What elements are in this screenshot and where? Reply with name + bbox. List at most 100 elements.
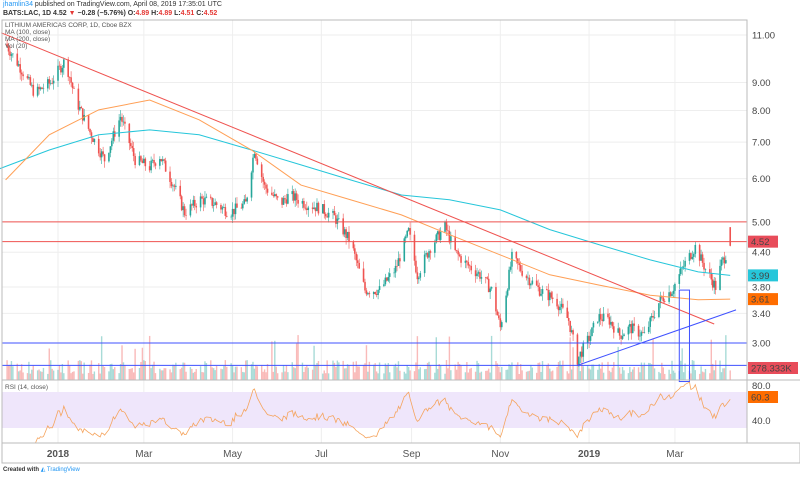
candle-body bbox=[566, 307, 569, 318]
volume-bar bbox=[314, 365, 317, 380]
legend-ma200: MA (200, close) bbox=[5, 36, 50, 43]
volume-bar bbox=[134, 348, 136, 380]
last-price: 4.52 bbox=[53, 10, 67, 17]
volume-bar bbox=[723, 368, 726, 380]
volume-bar bbox=[293, 367, 295, 380]
candle-body bbox=[460, 256, 462, 263]
volume-bar bbox=[541, 361, 544, 380]
candle-body bbox=[618, 328, 621, 336]
volume-bar bbox=[230, 363, 232, 380]
volume-bar bbox=[175, 362, 177, 380]
candle-body bbox=[546, 289, 548, 291]
candle-body bbox=[711, 279, 714, 288]
volume-bar bbox=[652, 338, 654, 380]
candle-body bbox=[275, 194, 278, 197]
candle-body bbox=[345, 229, 347, 238]
volume-bar bbox=[285, 365, 288, 380]
volume-bar bbox=[508, 364, 510, 380]
brand-link[interactable]: TradingView bbox=[46, 467, 80, 473]
candle-body bbox=[704, 269, 707, 270]
candle-body bbox=[454, 236, 457, 251]
candle-body bbox=[112, 131, 115, 141]
volume-bar bbox=[192, 372, 195, 380]
volume-bar bbox=[199, 366, 202, 380]
candle-body bbox=[434, 242, 436, 253]
volume-bar bbox=[277, 373, 279, 380]
candle-body bbox=[698, 244, 701, 261]
candle-body bbox=[327, 212, 330, 218]
candle-body bbox=[273, 194, 276, 196]
candle-body bbox=[148, 166, 151, 171]
candle-body bbox=[262, 176, 264, 182]
candle-body bbox=[214, 202, 216, 206]
candle-body bbox=[499, 318, 502, 328]
candle-body bbox=[348, 231, 350, 242]
candle-body bbox=[722, 257, 724, 260]
volume-bar bbox=[191, 368, 193, 380]
volume-bar bbox=[243, 372, 245, 380]
candle-body bbox=[608, 317, 611, 325]
time-axis[interactable] bbox=[1, 442, 800, 464]
candle-body bbox=[271, 192, 273, 195]
volume-bar bbox=[284, 371, 286, 380]
candle-body bbox=[287, 194, 289, 204]
volume-bar bbox=[489, 372, 491, 380]
candle-body bbox=[495, 287, 497, 312]
author-link[interactable]: jhamlin34 bbox=[3, 1, 33, 8]
volume-bar bbox=[154, 373, 157, 380]
candle-body bbox=[336, 218, 339, 224]
volume-bar bbox=[570, 369, 573, 380]
volume-bar bbox=[568, 373, 570, 380]
volume-bar bbox=[162, 370, 164, 380]
candle-body bbox=[682, 266, 685, 268]
ohlc-line: BATS:LAC, 1D 4.52 ▼ −0.28 (−5.76%) O:4.8… bbox=[3, 10, 217, 17]
volume-bar bbox=[150, 368, 152, 380]
candle-body bbox=[519, 265, 522, 271]
candle-body bbox=[204, 197, 206, 205]
candle-body bbox=[439, 231, 442, 240]
candle-body bbox=[364, 281, 366, 291]
candle-body bbox=[57, 65, 59, 81]
volume-bar bbox=[50, 360, 52, 380]
candle-body bbox=[215, 202, 218, 205]
candle-body bbox=[48, 79, 51, 84]
volume-bar bbox=[506, 369, 509, 380]
volume-bar bbox=[103, 367, 106, 380]
candle-body bbox=[468, 265, 471, 267]
volume-bar bbox=[111, 363, 113, 380]
y-tick-label: 4.40 bbox=[752, 248, 771, 259]
candle-body bbox=[674, 283, 676, 291]
legend-rsi: RSI (14, close) bbox=[5, 384, 48, 391]
volume-bar bbox=[291, 362, 293, 380]
volume-bar bbox=[211, 367, 213, 380]
candle-body bbox=[572, 330, 574, 335]
x-tick-label: May bbox=[223, 449, 242, 460]
volume-bar bbox=[266, 364, 269, 380]
candle-body bbox=[236, 203, 238, 208]
volume-bar bbox=[121, 345, 123, 380]
volume-bar bbox=[566, 371, 568, 380]
volume-bar bbox=[426, 362, 429, 380]
candle-body bbox=[191, 204, 193, 206]
candle-body bbox=[617, 328, 619, 333]
volume-bar bbox=[130, 368, 132, 380]
candle-body bbox=[202, 198, 205, 205]
candle-body bbox=[10, 54, 13, 56]
volume-bar bbox=[377, 373, 379, 380]
volume-bar bbox=[98, 363, 100, 380]
volume-bar bbox=[444, 373, 446, 380]
candle-body bbox=[173, 185, 176, 187]
candle-body bbox=[16, 53, 19, 66]
volume-bar bbox=[549, 368, 551, 380]
volume-bar bbox=[387, 363, 389, 380]
candle-body bbox=[81, 108, 84, 121]
candle-body bbox=[582, 343, 585, 357]
candle-body bbox=[559, 306, 561, 311]
close-label: C: bbox=[196, 10, 204, 17]
candle-body bbox=[642, 332, 644, 333]
candle-body bbox=[103, 154, 106, 162]
volume-bar bbox=[437, 368, 439, 380]
volume-bar bbox=[607, 361, 609, 380]
volume-bar bbox=[669, 373, 672, 380]
